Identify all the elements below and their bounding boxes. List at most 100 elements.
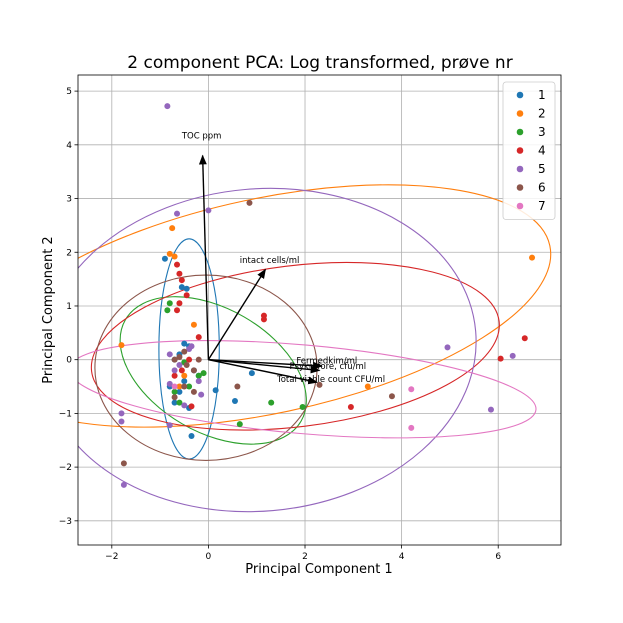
ellipse-series-7 bbox=[78, 340, 537, 439]
x-tick-label: 6 bbox=[495, 552, 501, 562]
y-axis-label: Principal Component 2 bbox=[41, 236, 56, 383]
plot-frame bbox=[77, 74, 562, 546]
point-series-1 bbox=[183, 285, 190, 292]
legend-label-2: 2 bbox=[538, 107, 546, 121]
point-series-6 bbox=[234, 383, 241, 390]
loading-label: Fermedkim/ml bbox=[296, 356, 357, 366]
loading-label: TOC ppm bbox=[181, 131, 222, 141]
grid-lines bbox=[78, 75, 561, 545]
point-series-5 bbox=[181, 402, 188, 409]
point-series-3 bbox=[236, 421, 243, 428]
point-series-4 bbox=[174, 261, 181, 268]
legend: 1 2 3 4 5 6 7 bbox=[502, 81, 556, 220]
point-series-5 bbox=[487, 406, 494, 413]
point-series-5 bbox=[188, 343, 195, 350]
loading-arrow bbox=[208, 359, 319, 385]
point-series-3 bbox=[299, 403, 306, 410]
point-series-4 bbox=[195, 334, 202, 341]
loading-label: Total viable count CFU/ml bbox=[276, 375, 385, 385]
point-series-2 bbox=[190, 321, 197, 328]
x-tick-label: 0 bbox=[206, 552, 212, 562]
loading-arrow bbox=[208, 358, 321, 374]
point-series-5 bbox=[118, 410, 125, 417]
point-series-3 bbox=[176, 399, 183, 406]
ellipse-series-5 bbox=[78, 187, 477, 513]
point-series-5 bbox=[171, 367, 178, 374]
point-series-5 bbox=[176, 362, 183, 369]
loading-label: Psykrofore, cfu/ml bbox=[290, 362, 367, 372]
legend-label-7: 7 bbox=[538, 199, 546, 213]
legend-marker-6 bbox=[516, 184, 524, 191]
legend-marker-3 bbox=[516, 128, 524, 136]
point-series-6 bbox=[181, 383, 188, 390]
point-series-6 bbox=[120, 460, 127, 467]
confidence-ellipses bbox=[78, 184, 552, 513]
point-series-2 bbox=[169, 225, 176, 232]
ellipse-series-2 bbox=[78, 184, 552, 428]
legend-label-1: 1 bbox=[538, 88, 546, 102]
point-series-5 bbox=[118, 418, 125, 425]
point-series-2 bbox=[166, 250, 173, 257]
point-series-2 bbox=[176, 383, 183, 390]
point-series-4 bbox=[521, 335, 528, 342]
point-series-6 bbox=[171, 356, 178, 363]
point-series-2 bbox=[529, 254, 536, 261]
y-tick-label: 2 bbox=[66, 248, 72, 258]
x-tick-label: 2 bbox=[302, 552, 308, 562]
point-series-4 bbox=[188, 403, 195, 410]
point-series-3 bbox=[195, 372, 202, 379]
point-series-5 bbox=[166, 380, 173, 387]
point-series-6 bbox=[195, 356, 202, 363]
y-tick-label: 0 bbox=[66, 356, 72, 366]
legend-label-5: 5 bbox=[538, 162, 546, 176]
point-series-5 bbox=[195, 378, 202, 385]
loading-vectors: TOC ppm intact cells/ml Fermedkim/mlPsykro… bbox=[181, 131, 385, 385]
point-series-7 bbox=[408, 386, 415, 393]
point-series-6 bbox=[246, 199, 253, 206]
point-series-5 bbox=[174, 210, 181, 217]
y-tick-label: −2 bbox=[59, 463, 72, 473]
point-series-3 bbox=[186, 383, 193, 390]
legend-marker-2 bbox=[516, 110, 524, 117]
legend-marker-1 bbox=[516, 91, 524, 99]
ellipse-series-3 bbox=[119, 296, 307, 445]
point-series-6 bbox=[388, 393, 395, 400]
point-series-1 bbox=[248, 370, 255, 377]
point-series-4 bbox=[347, 403, 354, 410]
point-series-3 bbox=[200, 370, 207, 377]
point-series-6 bbox=[181, 348, 188, 355]
x-axis-label: Principal Component 1 bbox=[245, 562, 392, 577]
point-series-3 bbox=[268, 399, 275, 406]
point-series-6 bbox=[190, 367, 197, 374]
y-tick-label: 1 bbox=[66, 302, 72, 312]
point-series-1 bbox=[231, 398, 238, 405]
legend-label-6: 6 bbox=[538, 181, 546, 195]
point-series-4 bbox=[497, 355, 504, 362]
point-series-3 bbox=[166, 300, 173, 307]
point-series-3 bbox=[164, 307, 171, 314]
point-series-2 bbox=[364, 383, 371, 390]
legend-marker-5 bbox=[516, 165, 524, 173]
loading-label: intact cells/ml bbox=[240, 256, 300, 266]
point-series-1 bbox=[171, 399, 178, 406]
point-series-4 bbox=[174, 307, 181, 314]
point-series-6 bbox=[171, 394, 178, 401]
legend-marker-4 bbox=[516, 147, 524, 154]
point-series-2 bbox=[181, 372, 188, 379]
y-tick-label: 5 bbox=[66, 87, 72, 97]
loading-arrow bbox=[207, 268, 266, 361]
point-series-2 bbox=[118, 342, 125, 349]
point-series-5 bbox=[444, 344, 451, 351]
y-tick-label: 3 bbox=[66, 195, 72, 205]
point-series-5 bbox=[166, 422, 173, 429]
point-series-4 bbox=[260, 316, 267, 323]
point-series-4 bbox=[178, 367, 185, 374]
point-series-4 bbox=[178, 277, 185, 284]
y-tick-label: 4 bbox=[66, 141, 72, 151]
point-series-5 bbox=[509, 352, 516, 359]
point-series-6 bbox=[190, 388, 197, 395]
ellipse-series-4 bbox=[90, 261, 500, 431]
point-series-5 bbox=[166, 351, 173, 358]
point-series-4 bbox=[176, 270, 183, 277]
